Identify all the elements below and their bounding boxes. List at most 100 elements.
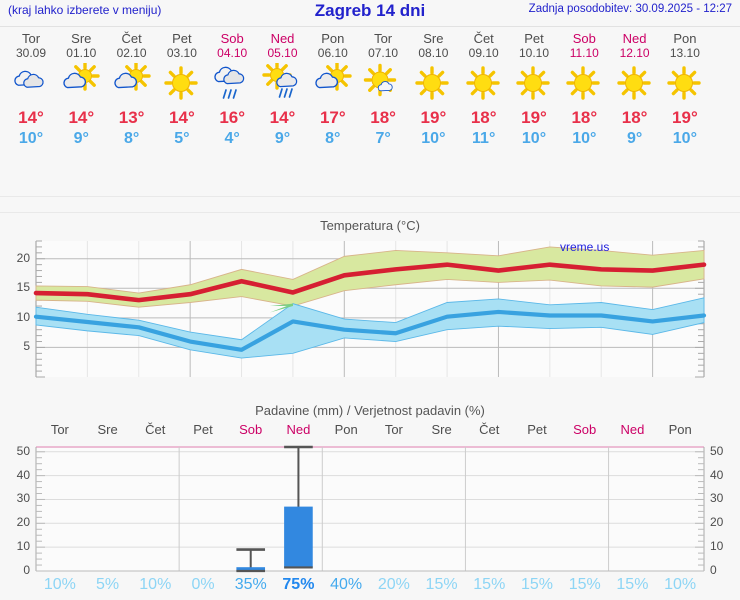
day-column[interactable]: Tor 07.10 18° 7° [358, 27, 408, 149]
precipitation-probability: 10% [139, 576, 172, 593]
precipitation-y-tick-right: 30 [710, 491, 724, 506]
precipitation-day-label: Pet [193, 422, 213, 437]
day-column[interactable]: Sre 08.10 19° 10° [408, 27, 458, 149]
day-temp-max: 18° [470, 108, 497, 127]
day-temp-min: 10° [521, 130, 547, 147]
day-temp-min: 4° [224, 130, 240, 147]
precipitation-probability: 40% [330, 576, 363, 593]
day-temp-max: 14° [269, 108, 296, 127]
precipitation-probability: 15% [616, 576, 649, 593]
precipitation-probability: 15% [473, 576, 506, 593]
temperature-chart-title: Temperatura (°C) [320, 218, 420, 233]
precipitation-plot [35, 445, 705, 573]
precipitation-day-label: Ned [286, 422, 311, 437]
day-name: Ned [270, 31, 295, 46]
daily-forecast-strip: Tor 30.09 14° 10° Sre 01.10 14° 9° Čet 02.10 13… [0, 27, 740, 189]
day-temp-min: 10° [672, 130, 697, 147]
precipitation-y-tick-left: 10 [16, 539, 30, 554]
precipitation-y-tick-right: 0 [710, 563, 717, 577]
sun-icon [157, 63, 207, 103]
precipitation-probability: 75% [282, 576, 315, 593]
precipitation-y-tick-left: 0 [23, 563, 30, 577]
day-name: Čet [473, 31, 494, 46]
day-temp-min: 10° [421, 130, 446, 147]
day-date: 06.10 [317, 46, 348, 60]
day-column[interactable]: Čet 09.10 18° 11° [459, 27, 509, 149]
day-temp-max: 16° [219, 108, 246, 127]
day-date: 09.10 [468, 46, 499, 60]
precipitation-probability: 10% [43, 576, 76, 593]
day-temp-max: 18° [621, 108, 648, 127]
day-date: 07.10 [368, 46, 399, 60]
day-column[interactable]: Pet 10.10 19° 10° [509, 27, 559, 149]
sun-cloud-icon [107, 63, 157, 103]
day-column[interactable]: Pon 06.10 17° 8° [308, 27, 358, 149]
day-temp-min: 8° [325, 130, 341, 147]
day-temp-max: 19° [420, 108, 447, 127]
sun-cloud-icon [308, 63, 358, 103]
precipitation-y-tick-left: 30 [16, 491, 30, 506]
sun-icon [408, 63, 458, 103]
precipitation-probability: 15% [520, 576, 554, 593]
precipitation-day-label: Pon [334, 422, 358, 437]
day-column[interactable]: Sob 04.10 16° 4° [207, 27, 257, 149]
day-temp-max: 13° [118, 108, 145, 127]
day-date: 11.10 [569, 46, 599, 60]
day-date: 30.09 [15, 46, 47, 60]
precipitation-day-label: Tor [384, 422, 403, 437]
temperature-y-tick: 15 [16, 280, 30, 295]
sun-icon [610, 63, 660, 103]
day-date: 12.10 [619, 46, 650, 60]
day-name: Ned [622, 31, 647, 46]
precipitation-probability: 20% [377, 576, 410, 593]
day-column[interactable]: Pet 03.10 14° 5° [157, 27, 207, 149]
day-name: Tor [21, 31, 41, 46]
day-name: Pon [321, 31, 345, 46]
sun-cloud-rain-icon [258, 63, 308, 103]
day-column[interactable]: Ned 12.10 18° 9° [610, 27, 660, 149]
rain-cloud-icon [207, 63, 257, 103]
day-date: 10.10 [518, 46, 550, 60]
precipitation-day-label: Pon [668, 422, 692, 437]
day-temp-max: 17° [319, 108, 346, 127]
section-divider-bottom [0, 212, 740, 213]
sun-small-cloud-icon [358, 63, 408, 103]
header-bar: (kraj lahko izberete v meniju) Zagreb 14… [0, 0, 740, 26]
precipitation-chart: Padavine (mm) / Verjetnost padavin (%) T… [0, 400, 740, 600]
day-name: Sre [423, 31, 444, 46]
day-column[interactable]: Tor 30.09 14° 10° [6, 27, 56, 149]
day-name: Pet [524, 31, 544, 46]
day-temp-min: 5° [174, 130, 190, 147]
day-temp-max: 19° [672, 108, 698, 127]
day-column[interactable]: Ned 05.10 14° 9° [258, 27, 308, 149]
temperature-y-tick: 20 [16, 250, 30, 265]
day-column[interactable]: Sob 11.10 18° 10° [559, 27, 609, 149]
day-temp-max: 18° [370, 108, 396, 127]
day-column[interactable]: Pon 13.10 19° 10° [660, 27, 710, 149]
precipitation-day-label: Sre [97, 422, 118, 437]
day-column[interactable]: Čet 02.10 13° 8° [107, 27, 157, 149]
day-temp-min: 11° [472, 130, 496, 147]
day-temp-max: 14° [18, 108, 44, 127]
day-date: 01.10 [66, 46, 97, 60]
location-menu-note: (kraj lahko izberete v meniju) [8, 3, 162, 17]
day-temp-max: 19° [521, 108, 547, 127]
precipitation-y-tick-right: 40 [710, 467, 724, 482]
day-temp-min: 8° [123, 130, 140, 147]
precipitation-day-label: Ned [620, 422, 645, 437]
day-column[interactable]: Sre 01.10 14° 9° [56, 27, 106, 149]
precipitation-day-label: Čet [145, 422, 166, 437]
sun-icon [660, 63, 710, 103]
sun-cloud-icon [56, 63, 106, 103]
precipitation-y-tick-left: 20 [16, 515, 30, 530]
day-temp-min: 7° [375, 130, 391, 147]
day-date: 05.10 [267, 46, 298, 60]
precipitation-y-tick-right: 10 [710, 539, 724, 554]
precipitation-y-tick-left: 50 [16, 443, 30, 458]
day-temp-min: 10° [572, 130, 597, 147]
page-title: Zagreb 14 dni [314, 1, 426, 20]
precipitation-y-tick-right: 50 [710, 443, 724, 458]
day-name: Sre [71, 31, 92, 46]
day-name: Sob [572, 31, 596, 46]
sun-icon [459, 63, 509, 103]
